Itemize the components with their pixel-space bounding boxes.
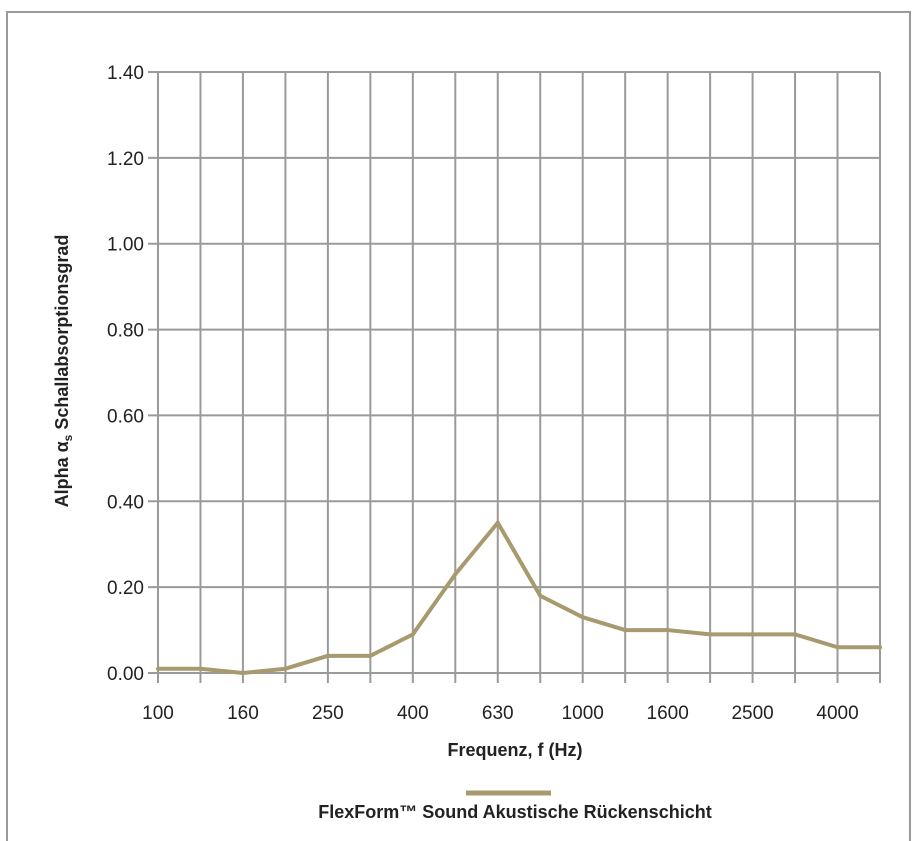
grid <box>148 71 881 683</box>
data-point <box>538 593 543 598</box>
x-axis-title: Frequenz, f (Hz) <box>448 740 583 760</box>
data-point <box>283 666 288 671</box>
data-point <box>325 653 330 658</box>
x-tick-label: 4000 <box>816 703 858 724</box>
frame-border <box>6 11 911 841</box>
x-tick-label: 160 <box>227 703 259 724</box>
y-tick-label: 0.20 <box>107 578 144 599</box>
y-axis-title: Alpha αs Schallabsorptionsgrad <box>52 235 75 508</box>
data-point <box>793 632 798 637</box>
y-axis-title-main: Alpha α <box>52 441 72 507</box>
data-point <box>368 653 373 658</box>
data-point <box>878 645 882 650</box>
x-tick-label: 100 <box>142 703 174 724</box>
data-point <box>453 572 458 577</box>
x-tick-label: 1000 <box>562 703 604 724</box>
y-axis-title-subscript: s <box>61 434 75 441</box>
data-point <box>708 632 713 637</box>
y-axis-title-rest: Schallabsorptionsgrad <box>52 235 72 435</box>
x-tick-label: 400 <box>397 703 429 724</box>
legend-label: FlexForm™ Sound Akustische Rückenschicht <box>318 802 711 822</box>
x-tick-label: 250 <box>312 703 344 724</box>
y-tick-label: 1.00 <box>107 235 144 256</box>
data-point <box>750 632 755 637</box>
data-point <box>835 645 840 650</box>
y-tick-labels: 0.00 0.20 0.40 0.60 0.80 1.00 1.20 1.40 <box>107 63 144 685</box>
data-point <box>580 615 585 620</box>
x-tick-label: 2500 <box>731 703 773 724</box>
data-point <box>198 666 203 671</box>
data-points <box>156 520 882 675</box>
x-tick-label: 630 <box>482 703 514 724</box>
y-tick-label: 0.00 <box>107 664 144 685</box>
data-point <box>240 671 245 675</box>
data-point <box>665 628 670 633</box>
y-tick-label: 0.80 <box>107 321 144 342</box>
y-tick-label: 1.20 <box>107 149 144 170</box>
data-point <box>495 520 500 525</box>
y-tick-label: 1.40 <box>107 63 144 84</box>
series-line <box>158 520 880 675</box>
x-tick-label: 1600 <box>647 703 689 724</box>
data-point <box>623 628 628 633</box>
y-tick-label: 0.40 <box>107 492 144 513</box>
y-tick-label: 0.60 <box>107 406 144 427</box>
data-point <box>410 632 415 637</box>
data-point <box>156 666 160 671</box>
x-tick-labels: 100 160 250 400 630 1000 1600 2500 4000 <box>142 703 859 724</box>
